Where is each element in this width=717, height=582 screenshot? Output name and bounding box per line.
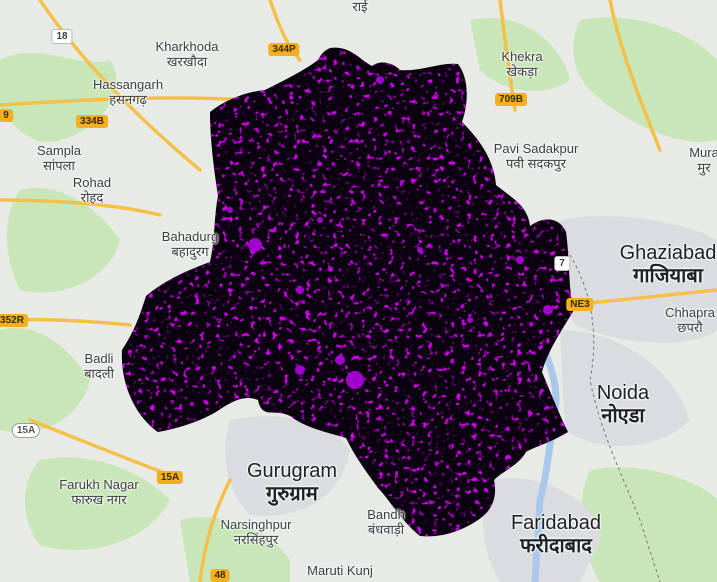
place-name: Gurugram — [246, 460, 338, 482]
place-label-maruti-kunj: Maruti Kunj — [307, 563, 373, 579]
place-label-narsinghpur: Narsinghpur नरसिंहपुर — [220, 517, 292, 548]
place-label-ghaziabad: Ghaziabad गाजियाबा — [620, 242, 717, 288]
state-boundary — [559, 239, 661, 582]
place-name: Chhapra — [665, 305, 715, 320]
place-label-farukh-nagar: Farukh Nagar फारुख नगर — [59, 477, 139, 508]
place-name-hindi: खेकड़ा — [506, 63, 538, 79]
place-name-hindi: पवी सदकपुर — [506, 155, 566, 171]
place-name: Mura — [689, 145, 717, 160]
place-name: Farukh Nagar — [59, 477, 139, 492]
place-name: Kharkhoda — [155, 39, 219, 54]
place-name-hindi: बादली — [84, 365, 114, 381]
place-label-faridabad: Faridabad फरीदाबाद — [511, 512, 601, 558]
road-shield-709b: 709B — [495, 93, 527, 106]
place-label-noida: Noida नोएडा — [597, 382, 649, 428]
place-name-hindi: गुरुग्राम — [266, 483, 318, 505]
place-name-hindi: बहादुरग — [171, 243, 209, 259]
place-name-hindi: हसनगढ़ — [109, 91, 147, 107]
road-shield-334b: 334B — [76, 115, 108, 128]
place-name-hindi: खरखौदा — [166, 53, 208, 69]
road-shield-18: 18 — [51, 29, 73, 44]
road-shield-15a: 15A — [11, 423, 41, 438]
place-name: Khekra — [501, 49, 543, 64]
road-shield-9: 9 — [0, 109, 13, 122]
road-shield-48: 48 — [210, 569, 230, 582]
place-label-rai: राई — [352, 0, 367, 15]
road-shield-344p: 344P — [268, 43, 300, 56]
place-label-khekra: Khekra खेकड़ा — [501, 49, 543, 80]
place-name: Ghaziabad — [619, 242, 717, 264]
place-name: Pavi Sadakpur — [493, 141, 579, 156]
place-name-hindi: फरीदाबाद — [520, 535, 592, 557]
place-name-hindi: मुर — [697, 159, 711, 175]
place-name: Faridabad — [510, 512, 602, 534]
place-label-rohad: Rohad रोहद — [72, 175, 112, 206]
place-label-kharkhoda: Kharkhoda खरखौदा — [155, 39, 219, 70]
place-name-hindi: नरसिंहपुर — [233, 531, 279, 547]
place-name-hindi: छपरौ — [677, 319, 703, 335]
place-name: Narsinghpur — [220, 517, 292, 532]
road-shield-ne3: NE3 — [566, 298, 594, 311]
place-name: राई — [352, 0, 368, 14]
road-shield-352r: 352R — [0, 314, 28, 327]
place-label-sampla: Sampla सांपला — [36, 143, 82, 174]
place-label-bahadurgarh: Bahadurg बहादुरग — [161, 229, 219, 260]
place-name: Bandh — [367, 507, 405, 522]
place-name: Rohad — [72, 175, 112, 190]
place-name-hindi: बंधवाड़ी — [367, 521, 405, 537]
place-name: Maruti Kunj — [307, 563, 373, 578]
place-name-hindi: गाजियाबा — [633, 265, 703, 287]
place-name-hindi: रोहद — [80, 189, 104, 205]
place-name: Hassangarh — [92, 77, 164, 92]
place-name: Badli — [84, 351, 114, 366]
place-name-hindi: फारुख नगर — [71, 491, 127, 507]
place-label-gurugram: Gurugram गुरुग्राम — [247, 460, 337, 506]
place-label-chhapraula: Chhapra छपरौ — [665, 305, 715, 336]
place-name: Bahadurg — [161, 229, 219, 244]
place-name: Sampla — [36, 143, 82, 158]
place-name: Noida — [596, 382, 650, 404]
road-shield-7: 7 — [554, 256, 570, 271]
place-name-hindi: सांपला — [43, 157, 75, 173]
place-label-pavi-sadakpur: Pavi Sadakpur पवी सदकपुर — [493, 141, 579, 172]
road-shield-15a-south: 15A — [156, 471, 184, 484]
place-label-hassangarh: Hassangarh हसनगढ़ — [92, 77, 164, 108]
urban-areas — [225, 216, 717, 582]
place-label-muradnagar: Mura मुर — [689, 145, 717, 176]
place-label-badli: Badli बादली — [84, 351, 114, 382]
place-label-bandhwari: Bandh बंधवाड़ी — [367, 507, 405, 538]
place-name-hindi: नोएडा — [601, 405, 645, 427]
